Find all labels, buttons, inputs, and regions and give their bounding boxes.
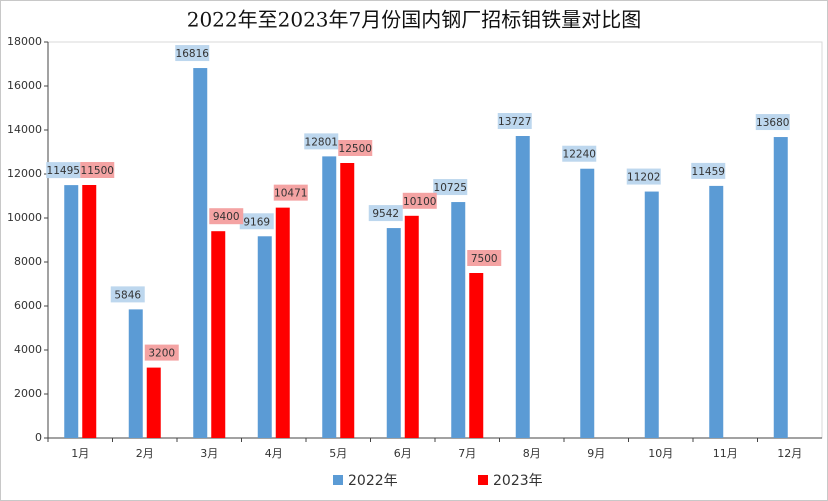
- x-tick-label: 5月: [329, 447, 347, 460]
- legend-swatch: [333, 475, 343, 485]
- bar: [515, 136, 530, 439]
- x-tick-label: 10月: [648, 447, 673, 460]
- bar: [773, 137, 788, 439]
- value-label: 11495: [47, 165, 80, 177]
- value-label-bg: [338, 140, 373, 156]
- y-tick-label: 14000: [7, 123, 42, 136]
- value-label: 11202: [627, 172, 660, 184]
- value-label: 12801: [305, 136, 338, 148]
- value-label-bg: [433, 179, 468, 196]
- value-label: 12240: [563, 149, 596, 161]
- y-tick-label: 8000: [14, 255, 42, 268]
- bar: [469, 273, 484, 438]
- bar: [193, 68, 208, 438]
- x-tick-label: 12月: [777, 447, 802, 460]
- value-label: 9169: [243, 216, 270, 228]
- value-label-bg: [239, 213, 274, 230]
- legend-swatch: [478, 475, 488, 485]
- bar: [211, 231, 226, 438]
- value-label-bg: [273, 184, 308, 201]
- bar: [644, 191, 659, 438]
- value-label-bg: [691, 162, 726, 179]
- value-label: 3200: [148, 348, 175, 360]
- bar: [257, 236, 272, 438]
- bar: [146, 367, 161, 438]
- x-tick-label: 9月: [587, 447, 605, 460]
- value-label-bg: [46, 162, 81, 179]
- x-tick-label: 3月: [200, 447, 218, 460]
- value-label: 11500: [81, 165, 114, 177]
- bar: [580, 168, 595, 438]
- y-tick-label: 0: [35, 431, 42, 444]
- bar: [451, 202, 466, 438]
- value-label-bg: [402, 192, 437, 209]
- x-tick-label: 6月: [394, 447, 412, 460]
- value-label-bg: [80, 162, 115, 178]
- y-tick-label: 18000: [7, 35, 42, 48]
- x-tick-label: 11月: [713, 447, 738, 460]
- value-label-bg: [144, 344, 179, 361]
- value-label: 12500: [339, 143, 372, 155]
- y-tick-label: 6000: [14, 299, 42, 312]
- y-tick-label: 10000: [7, 211, 42, 224]
- value-label: 13727: [498, 116, 531, 128]
- value-label: 9542: [372, 208, 399, 220]
- bar: [64, 185, 79, 438]
- value-label-bg: [368, 205, 403, 222]
- bar: [340, 163, 355, 438]
- value-label: 11459: [692, 166, 725, 178]
- y-tick-label: 4000: [14, 343, 42, 356]
- value-label-bg: [209, 208, 244, 225]
- value-label: 5846: [114, 289, 141, 301]
- y-tick-label: 2000: [14, 387, 42, 400]
- legend-text: 2023年: [493, 473, 543, 489]
- x-tick-label: 2月: [136, 447, 154, 460]
- x-tick-label: 4月: [265, 447, 283, 460]
- y-tick-label: 12000: [7, 167, 42, 180]
- x-tick-label: 7月: [458, 447, 476, 460]
- value-label: 13680: [756, 117, 789, 129]
- bar: [322, 156, 337, 439]
- value-label-bg: [467, 250, 502, 266]
- y-tick-label: 16000: [7, 79, 42, 92]
- x-tick-label: 1月: [71, 447, 89, 460]
- value-label: 10100: [403, 196, 436, 208]
- legend-text: 2022年: [348, 473, 398, 489]
- bar: [128, 309, 143, 438]
- value-label-bg: [755, 114, 790, 131]
- value-label: 16816: [176, 48, 210, 60]
- x-tick-label: 8月: [523, 447, 541, 460]
- bar: [709, 185, 724, 438]
- value-label-bg: [626, 168, 661, 185]
- chart-title: 2022年至2023年7月份国内钢厂招标钼铁量对比图: [187, 8, 642, 32]
- bar: [404, 215, 419, 438]
- bar: [386, 228, 401, 438]
- value-label: 10471: [274, 188, 307, 200]
- value-label: 9400: [213, 211, 240, 223]
- value-label: 7500: [471, 253, 498, 265]
- value-label-bg: [110, 286, 145, 303]
- value-label-bg: [175, 45, 210, 62]
- value-label-bg: [562, 145, 597, 162]
- value-label-bg: [304, 133, 339, 150]
- value-label-bg: [497, 113, 532, 130]
- value-label: 10725: [434, 182, 467, 194]
- bar: [275, 207, 290, 438]
- bar: [82, 185, 97, 438]
